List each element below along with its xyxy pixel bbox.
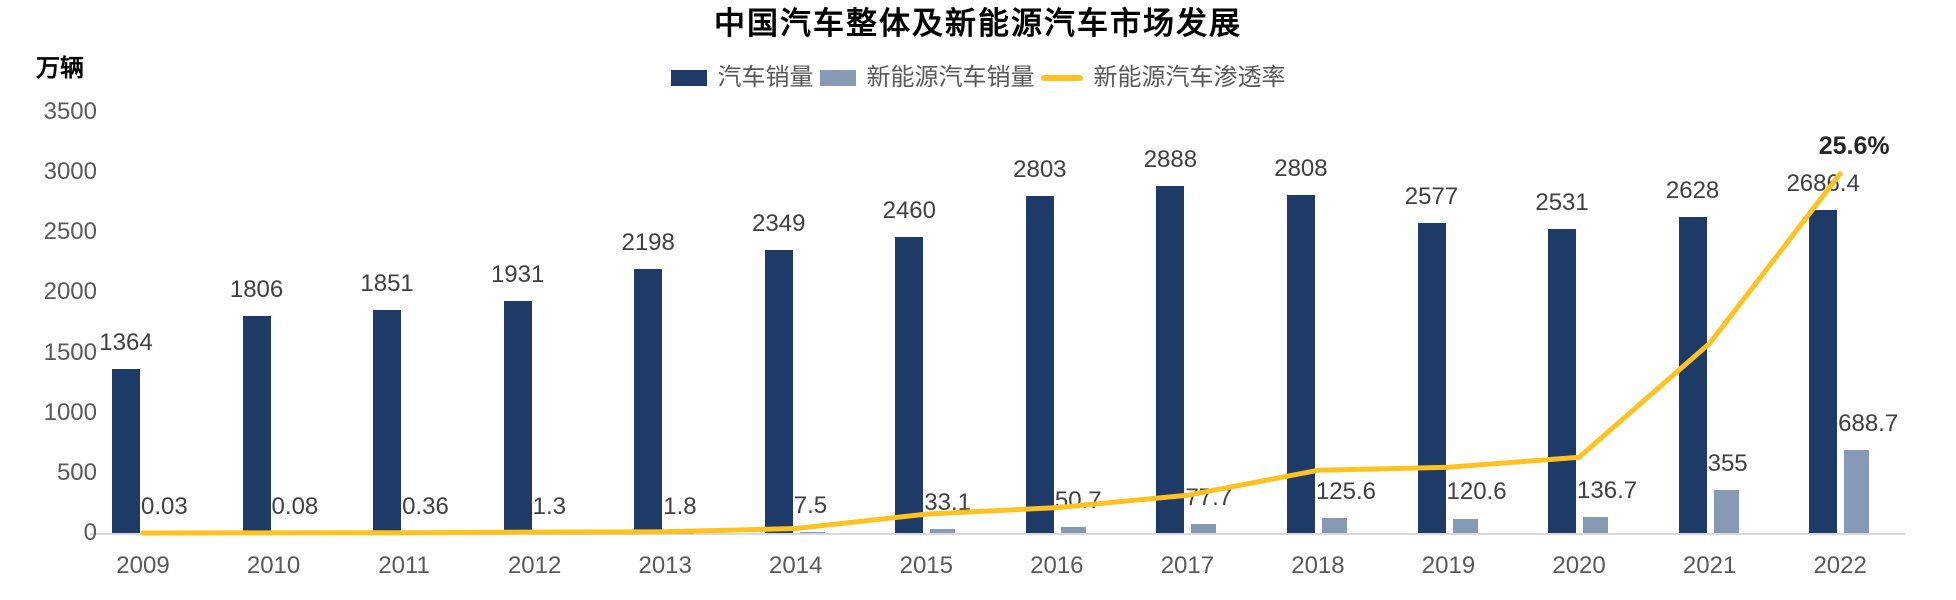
nev-sales-value-label: 0.03 [141,492,188,520]
nev-sales-value-label: 50.7 [1054,486,1102,514]
y-axis-tick-label: 3000 [43,158,97,186]
total-sales-value-label: 2803 [1013,155,1067,183]
total-sales-value-label: 1806 [229,275,284,303]
x-axis-year-label: 2014 [769,552,823,579]
total-sales-bar [895,237,924,533]
nev-sales-value-label: 1.8 [663,492,697,520]
x-axis-year-label: 2013 [638,552,692,579]
total-sales-bar [503,300,532,533]
total-sales-swatch [670,70,707,86]
total-sales-value-label: 2531 [1535,188,1589,216]
penetration-end-label: 25.6% [1818,132,1890,160]
x-axis-line [90,533,1905,535]
y-axis-tick-label: 3500 [43,98,97,125]
total-sales-value-label: 2349 [752,210,806,238]
nev-sales-bar [1191,523,1217,533]
total-sales-bar [1417,223,1446,533]
total-sales-value-label: 2198 [621,228,675,256]
x-axis-year-label: 2021 [1682,552,1737,579]
total-sales-bar [1156,185,1185,533]
total-sales-value-label: 2686.4 [1786,169,1860,197]
legend-item-total-sales: 汽车销量 [670,63,814,93]
nev-sales-value-label: 0.08 [271,492,319,520]
penetration-rate-line-swatch [1040,75,1083,81]
nev-sales-bar [930,529,956,533]
total-sales-value-label: 2460 [882,197,936,225]
legend-label: 新能源汽车销量 [866,64,1035,91]
x-axis-year-label: 2012 [507,552,562,579]
y-axis-tick-label: 2000 [43,278,97,306]
x-axis-year-label: 2019 [1421,552,1476,579]
legend-label: 新能源汽车渗透率 [1093,64,1286,91]
x-axis-year-label: 2010 [246,552,301,579]
x-axis-year-label: 2022 [1813,552,1867,579]
nev-sales-bar [1583,516,1609,533]
legend-label: 汽车销量 [717,64,814,91]
total-sales-bar [1809,209,1838,533]
nev-sales-value-label: 77.7 [1185,483,1233,511]
y-axis-tick-label: 0 [83,519,97,546]
legend-item-nev-sales: 新能源汽车销量 [819,63,1035,93]
nev-sales-bar [1322,517,1347,533]
total-sales-bar [373,310,402,533]
x-axis-year-label: 2017 [1160,552,1215,579]
total-sales-value-label: 1364 [99,328,153,356]
nev-sales-bar [799,532,825,533]
x-axis-year-label: 2018 [1291,552,1345,579]
x-axis-year-label: 2020 [1552,552,1606,579]
legend-item-penetration-rate: 新能源汽车渗透率 [1040,63,1286,93]
nev-sales-value-label: 1.3 [532,492,567,520]
x-axis-year-label: 2009 [116,552,170,579]
y-axis-tick-label: 2500 [43,218,97,246]
nev-sales-bar [1452,518,1478,533]
chart-legend: 汽车销量 新能源汽车销量 新能源汽车渗透率 [0,62,1956,94]
total-sales-bar [1548,228,1577,533]
nev-sales-value-label: 125.6 [1315,477,1376,505]
y-axis-tick-label: 1500 [43,338,97,366]
nev-sales-value-label: 136.7 [1577,476,1638,504]
total-sales-bar [112,368,140,533]
x-axis-year-label: 2011 [378,552,430,579]
nev-sales-value-label: 0.36 [402,492,449,520]
nev-sales-value-label: 120.6 [1446,478,1507,506]
nev-sales-value-label: 33.1 [924,489,972,517]
total-sales-bar [1025,195,1054,533]
total-sales-bar [1678,216,1707,533]
total-sales-bar [634,268,663,533]
total-sales-value-label: 2577 [1404,183,1459,211]
chart-title: 中国汽车整体及新能源汽车市场发展 [714,6,1242,41]
total-sales-value-label: 2808 [1274,155,1328,183]
y-axis-tick-label: 1000 [43,398,97,426]
nev-sales-bar [1060,526,1086,533]
nev-sales-swatch [819,70,856,86]
total-sales-value-label: 2628 [1665,176,1720,204]
y-axis-unit-label: 万辆 [36,55,84,82]
x-axis-year-label: 2015 [899,552,953,579]
x-axis-year-label: 2016 [1030,552,1084,579]
nev-sales-bar [1713,490,1739,533]
total-sales-bar [242,315,271,533]
total-sales-bar [1287,195,1315,533]
nev-sales-value-label: 355 [1707,450,1748,478]
total-sales-bar [764,250,793,533]
total-sales-value-label: 1931 [490,260,545,288]
nev-sales-value-label: 7.5 [793,492,828,520]
total-sales-value-label: 1851 [360,270,414,298]
y-axis-tick-label: 500 [56,458,97,486]
nev-sales-bar [1844,450,1870,533]
total-sales-value-label: 2888 [1143,145,1198,173]
nev-sales-value-label: 688.7 [1838,410,1899,438]
